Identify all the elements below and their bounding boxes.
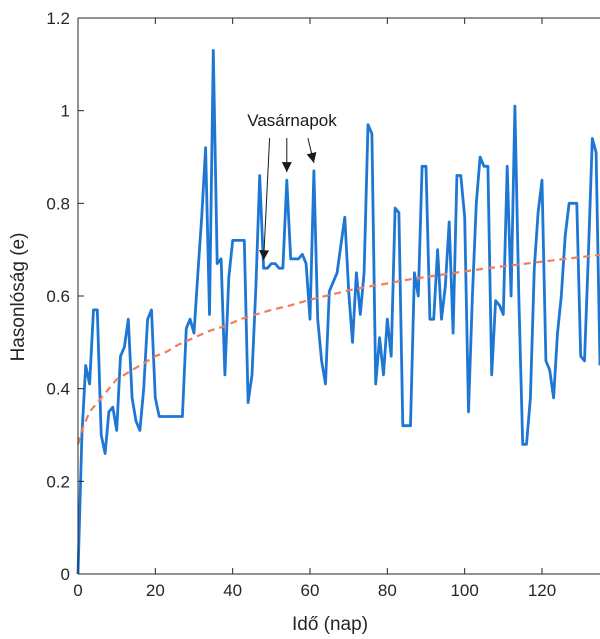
x-tick-label: 120 (528, 581, 556, 600)
y-tick-label: 0.8 (46, 194, 70, 213)
x-tick-label: 0 (73, 581, 82, 600)
annotation-arrow-head (306, 152, 317, 163)
y-tick-label: 1.2 (46, 9, 70, 28)
x-tick-label: 40 (223, 581, 242, 600)
annotation-arrow-line (263, 137, 271, 261)
similarity-line-series (76, 49, 600, 575)
y-tick-label: 0 (61, 565, 70, 584)
x-tick-label: 20 (146, 581, 165, 600)
y-tick-label: 0.4 (46, 380, 70, 399)
trend-line-series (76, 253, 600, 445)
x-tick-label: 80 (378, 581, 397, 600)
annotation-label: Vasárnapok (247, 111, 337, 130)
y-tick-label: 1 (61, 102, 70, 121)
plot-area: Vasárnapok 0 20 40 60 80 100 120 0 0.2 0.4 0.6 0.8 1… (46, 9, 600, 600)
annotation-layer: Vasárnapok (247, 111, 337, 261)
y-tick-label: 0.6 (46, 287, 70, 306)
x-axis-label: Idő (nap) (292, 614, 368, 635)
x-tick-label: 60 (301, 581, 320, 600)
annotation-arrow-head (281, 162, 292, 173)
axes-layer: 0 20 40 60 80 100 120 0 0.2 0.4 0.6 0.8 1 1.2 (46, 9, 600, 600)
annotation-arrow-head (259, 249, 270, 261)
x-tick-label: 100 (450, 581, 478, 600)
series-layer (76, 49, 600, 575)
y-tick-label: 0.2 (46, 472, 70, 491)
y-axis-label: Hasonlóság (e) (8, 233, 29, 362)
